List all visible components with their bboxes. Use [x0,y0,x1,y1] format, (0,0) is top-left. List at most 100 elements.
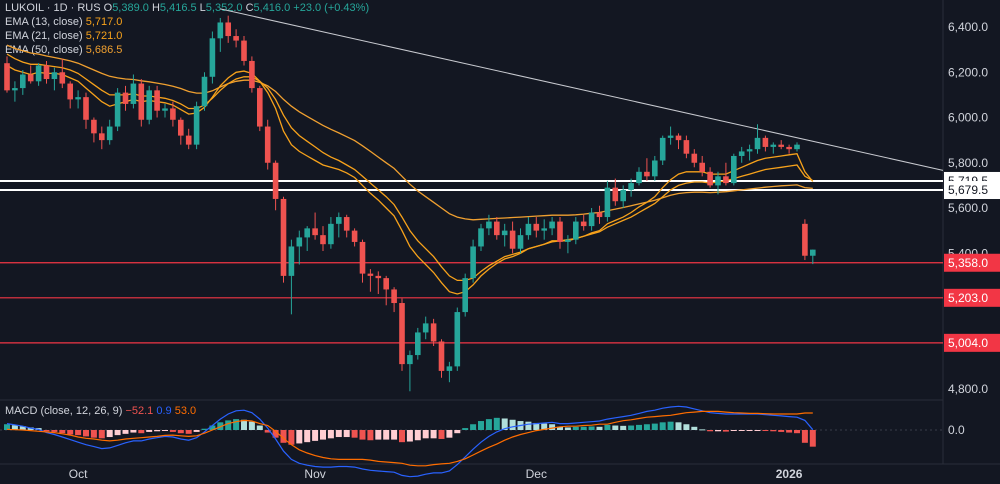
macd-histogram-bar [296,430,303,444]
candle-body [272,162,279,199]
macd-histogram-bar [185,430,192,434]
candle-body [257,88,263,127]
macd-histogram-bar [564,427,571,430]
candle-body [351,230,358,242]
candle-body [612,187,619,202]
macd-histogram-bar [169,430,176,432]
change-value: +23.0 (+0.43%) [293,2,370,14]
candle-body [675,135,682,141]
candle-body [699,162,705,172]
candle-body [170,108,176,120]
candle-body [454,312,461,367]
candle-body [802,223,808,256]
macd-histogram-bar [27,427,34,430]
macd-histogram-bar [414,430,421,441]
candle-body [754,137,761,150]
macd-histogram-bar [770,430,777,432]
x-tick-label: Dec [526,467,547,481]
macd-histogram-bar [422,430,429,439]
price-tag-label: 5,358.0 [948,256,988,270]
macd-histogram-bar [375,430,382,440]
macd-histogram-bar [327,430,334,439]
macd-histogram-bar [406,430,413,442]
candle-body [446,366,453,371]
macd-histogram-bar [707,430,714,432]
macd-histogram-bar [659,422,666,430]
macd-histogram-bar [351,430,358,438]
candle-body [415,332,421,356]
candle-body [343,217,350,231]
candle-body [596,212,603,218]
symbol-legend: LUKOIL · 1D · RUS O5,389.0 H5,416.5 L5,3… [5,1,369,15]
candle-body [91,119,97,134]
macd-histogram-bar [59,430,66,434]
high-value: 5,416.5 [159,2,197,14]
macd-label: MACD (close, 12, 26, 9) [5,405,123,417]
macd-histogram-bar [643,424,650,430]
macd-signal-line [6,410,813,467]
candle-body [233,36,239,41]
candle-body [312,228,318,236]
macd-histogram-bar [359,430,366,440]
candle-body [154,90,160,111]
candle-body [810,249,816,256]
macd-histogram-bar [383,430,390,440]
candle-body [683,140,690,154]
candle-body [691,153,698,163]
x-tick-label: 2026 [776,467,803,481]
macd-histogram-bar [98,430,105,439]
candle-body [83,97,89,120]
candle-body [707,171,713,186]
candle-body [59,72,66,84]
macd-histogram-bar [201,428,208,430]
macd-histogram-bar [612,425,619,430]
candle-body [422,323,429,333]
macd-histogram-bar [264,430,271,433]
candle-body [486,221,492,229]
candle-body [12,88,18,91]
candle-body [296,237,303,247]
macd-histogram-bar [683,424,690,430]
macd-histogram-bar [525,421,532,430]
macd-histogram-bar [233,419,240,430]
macd-legend: MACD (close, 12, 26, 9) −52.1 0.9 53.0 [5,404,196,418]
macd-histogram-bar [580,426,587,430]
candle-body [75,97,81,100]
macd-histogram-bar [225,420,232,430]
candle-body [778,144,784,147]
ema-50-line [6,44,813,221]
candle-body [201,76,208,107]
candle-body [193,106,200,145]
candle-body [280,198,287,276]
macd-histogram-bar [304,430,311,443]
candle-body [4,63,10,91]
macd-histogram-bar [162,430,168,431]
candle-body [541,228,547,231]
macd-histogram-bar [730,430,737,431]
candle-body [478,228,484,247]
candle-body [762,137,769,147]
candle-body [770,144,777,147]
macd-histogram-bar [438,430,445,439]
macd-histogram-bar [778,430,785,432]
candle-body [786,146,792,150]
price-tag-box [944,253,1000,272]
candle-body [328,223,334,245]
candle-body [565,239,571,242]
close-value: 5,416.0 [253,2,291,14]
macd-line-value: 0.9 [156,405,172,417]
macd-histogram-bar [746,430,753,431]
macd-histogram-bar [430,430,437,439]
macd-histogram-bar [106,430,113,438]
ema-50-label: EMA (50, close) [5,44,83,56]
candle-body [604,187,611,218]
macd-histogram-bar [391,430,398,440]
macd-histogram-bar [241,419,247,430]
candle-body [138,83,145,120]
macd-tick-label: 0.0 [948,423,965,437]
macd-histogram-bar [478,421,484,430]
macd-line [6,405,814,478]
macd-histogram-bar [636,424,642,430]
candle-body [185,135,192,145]
